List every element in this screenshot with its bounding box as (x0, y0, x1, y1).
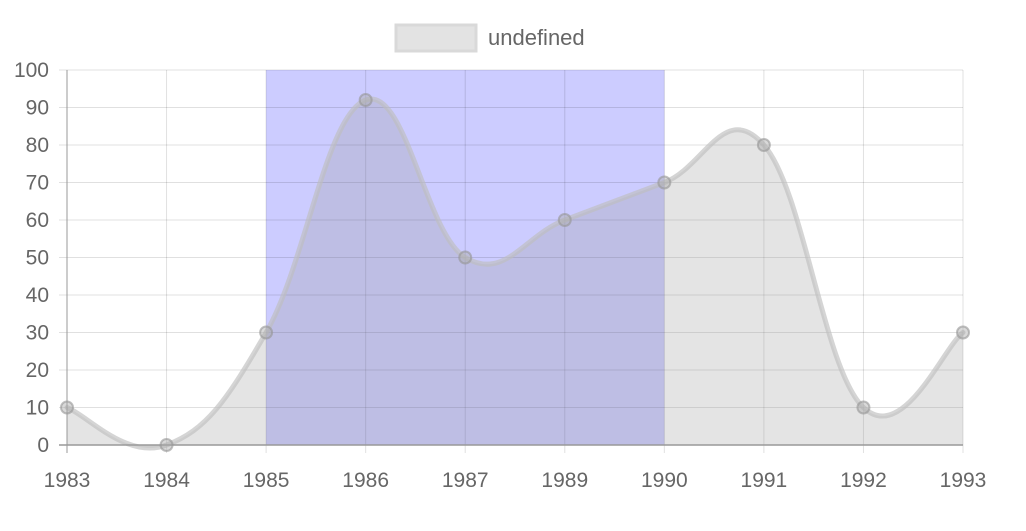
y-tick-label: 40 (26, 284, 49, 307)
legend-label: undefined (488, 25, 585, 50)
axis-layer: 0 10 20 30 40 50 60 70 80 90 100 1983 1984 1985 1986 19… (14, 59, 986, 492)
y-tick-label: 0 (37, 434, 49, 457)
point-layer (60, 93, 970, 452)
legend[interactable]: undefined (394, 23, 585, 53)
y-tick-label: 90 (26, 97, 49, 120)
grid-layer (59, 69, 964, 453)
y-tick-label: 100 (14, 59, 49, 82)
y-tick-label: 10 (26, 397, 49, 420)
y-tick-label: 70 (26, 172, 49, 195)
y-tick-label: 80 (26, 134, 49, 157)
data-point (60, 400, 74, 415)
x-tick-label: 1993 (940, 469, 987, 492)
data-point (358, 93, 373, 107)
data-point (956, 325, 970, 340)
y-tick-label: 20 (26, 359, 49, 382)
series-line (64, 96, 966, 451)
series-area (67, 98, 963, 449)
legend-swatch (394, 23, 478, 53)
x-tick-label: 1986 (342, 469, 389, 492)
series-layer (64, 96, 966, 451)
x-tick-label: 1983 (44, 469, 91, 492)
x-tick-label: 1992 (840, 469, 887, 492)
data-point (856, 400, 871, 415)
y-tick-label: 50 (26, 247, 49, 270)
x-tick-label: 1985 (243, 469, 290, 492)
data-point (657, 175, 672, 190)
x-tick-label: 1984 (143, 469, 190, 492)
data-point (159, 438, 174, 452)
y-tick-label: 30 (26, 322, 49, 345)
x-tick-label: 1989 (541, 469, 588, 492)
x-tick-label: 1990 (641, 469, 688, 492)
data-point (557, 213, 572, 227)
data-point (458, 250, 473, 265)
y-tick-label: 60 (26, 209, 49, 232)
data-point (756, 138, 771, 152)
x-tick-label: 1987 (442, 469, 489, 492)
x-tick-label: 1991 (741, 469, 788, 492)
data-point (259, 325, 274, 340)
